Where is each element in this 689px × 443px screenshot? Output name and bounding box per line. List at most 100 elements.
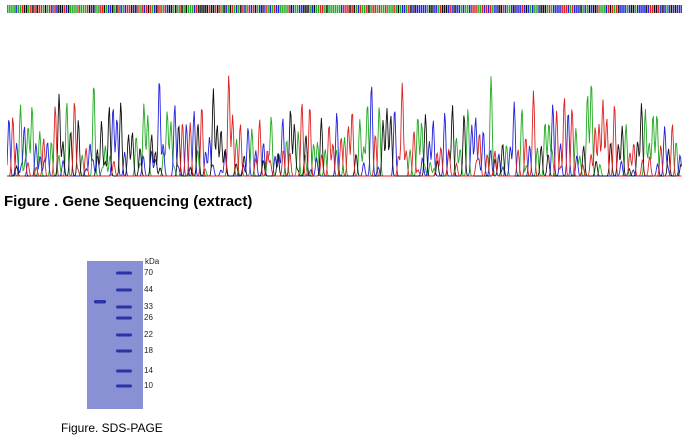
sequence-letter-mark xyxy=(483,5,486,13)
sequence-letter-mark xyxy=(456,5,458,13)
sequence-letter-mark xyxy=(422,5,425,13)
sequence-letter-mark xyxy=(397,5,400,13)
sequence-letter-mark xyxy=(569,5,572,13)
trace-line-T xyxy=(7,75,682,177)
sequence-letter-mark xyxy=(112,5,114,13)
sequence-letter-mark xyxy=(534,5,536,13)
ladder-band xyxy=(116,349,132,353)
sequence-letter-mark xyxy=(609,5,612,13)
sequence-letter-mark xyxy=(494,5,496,13)
sequence-letter-mark xyxy=(658,5,660,13)
sequence-letter-mark xyxy=(418,5,421,13)
sequence-letter-mark xyxy=(221,5,223,13)
sequence-letter-mark xyxy=(553,5,555,13)
sequence-letter-mark xyxy=(252,5,255,13)
sequence-letter-mark xyxy=(145,5,148,13)
sequence-letter-mark xyxy=(649,5,652,13)
sequence-letter-mark xyxy=(622,5,624,13)
sequence-letter-mark xyxy=(168,5,171,13)
sequence-letter-mark xyxy=(271,5,274,13)
sequence-letter-mark xyxy=(130,5,133,13)
sequencing-figure-caption: Figure . Gene Sequencing (extract) xyxy=(4,193,253,210)
ladder-band xyxy=(116,316,132,320)
sequence-letter-mark xyxy=(235,5,238,13)
sequence-letter-mark xyxy=(561,5,563,13)
sequence-letter-mark xyxy=(42,5,45,13)
sequence-letter-mark xyxy=(158,5,160,13)
sequence-letter-mark xyxy=(639,5,641,13)
sequence-letter-mark xyxy=(172,5,175,13)
sequence-letter-mark xyxy=(389,5,391,13)
sequence-letter-mark xyxy=(198,5,200,13)
sequence-letter-mark xyxy=(664,5,666,13)
sequence-letter-mark xyxy=(80,5,82,13)
sequence-letter-mark xyxy=(277,5,280,13)
sequence-letter-mark xyxy=(584,5,586,13)
sequence-letter-mark xyxy=(439,5,442,13)
sequence-letter-mark xyxy=(645,5,647,13)
sequence-letter-mark xyxy=(91,5,93,13)
sequence-letter-mark xyxy=(200,5,202,13)
sequence-letter-mark xyxy=(672,5,675,13)
sequence-letter-mark xyxy=(634,5,637,13)
sequence-letter-mark xyxy=(109,5,112,13)
sequence-letter-mark xyxy=(179,5,181,13)
sequence-letter-mark xyxy=(681,5,682,13)
sequence-letter-mark xyxy=(97,5,99,13)
sequence-letter-mark xyxy=(406,5,408,13)
sequence-letter-mark xyxy=(632,5,635,13)
sequence-letter-mark xyxy=(286,5,288,13)
sequence-letter-mark xyxy=(72,5,74,13)
sequence-letter-mark xyxy=(563,5,565,13)
sequence-letter-mark xyxy=(309,5,311,13)
sequence-letter-mark xyxy=(525,5,528,13)
sequence-letter-mark xyxy=(462,5,465,13)
sequence-letter-mark xyxy=(246,5,248,13)
sequence-letter-mark xyxy=(76,5,78,13)
sequence-letter-mark xyxy=(65,5,68,13)
sequence-letter-mark xyxy=(301,5,303,13)
sequence-letter-mark xyxy=(445,5,448,13)
sequence-letter-mark xyxy=(21,5,24,13)
sequencing-chromatogram xyxy=(7,75,682,177)
sequence-letter-mark xyxy=(464,5,467,13)
gel-unit-label: kDa xyxy=(145,257,160,266)
sequence-letter-mark xyxy=(630,5,633,13)
sds-page-figure-caption: Figure. SDS-PAGE xyxy=(61,421,163,435)
marker-weight-label: 33 xyxy=(144,302,153,311)
sequence-letter-mark xyxy=(217,5,219,13)
sequence-letter-mark xyxy=(296,5,299,13)
sequence-letter-mark xyxy=(559,5,561,13)
sequence-letter-mark xyxy=(162,5,164,13)
ladder-band xyxy=(116,369,132,373)
sequence-letter-mark xyxy=(36,5,38,13)
sequence-letter-mark xyxy=(288,5,290,13)
sequence-letter-mark xyxy=(548,5,551,13)
sequence-letter-mark xyxy=(385,5,387,13)
sequence-letter-mark xyxy=(599,5,601,13)
sequence-letter-mark xyxy=(643,5,645,13)
sequence-letter-mark xyxy=(256,5,259,13)
sequence-letter-mark xyxy=(391,5,393,13)
sequence-letter-mark xyxy=(504,5,507,13)
sequence-letter-mark xyxy=(326,5,328,13)
sequence-letter-mark xyxy=(292,5,295,13)
sequence-letter-mark xyxy=(349,5,351,13)
sequence-letter-mark xyxy=(588,5,591,13)
sequence-letter-mark xyxy=(471,5,473,13)
sequence-letter-mark xyxy=(114,5,116,13)
sequence-letter-mark xyxy=(303,5,305,13)
sequence-letter-mark xyxy=(364,5,366,13)
sequence-letter-mark xyxy=(147,5,150,13)
sequence-letter-mark xyxy=(154,5,156,13)
sequence-letter-mark xyxy=(244,5,246,13)
sequence-letter-mark xyxy=(57,5,59,13)
sequence-letter-mark xyxy=(372,5,374,13)
sequence-letter-mark xyxy=(196,5,198,13)
sequence-letter-mark xyxy=(204,5,206,13)
sequence-letter-mark xyxy=(38,5,40,13)
sequence-letter-mark xyxy=(574,5,576,13)
sequence-letter-mark xyxy=(298,5,301,13)
sequence-letter-mark xyxy=(477,5,479,13)
sequence-letter-mark xyxy=(219,5,221,13)
